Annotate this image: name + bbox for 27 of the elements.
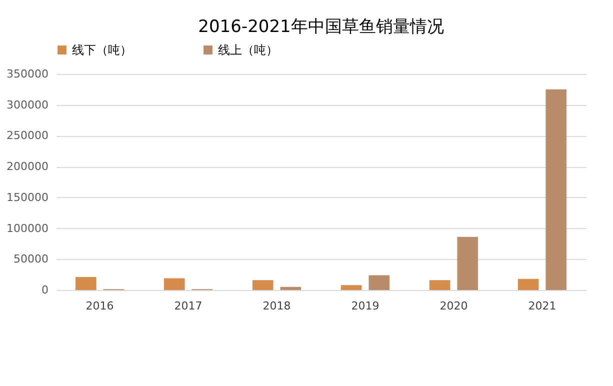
y-tick-label: 150000 <box>6 190 48 204</box>
legend-label: 线下（吨） <box>72 43 132 57</box>
x-tick-label: 2019 <box>351 300 380 312</box>
x-tick-label: 2017 <box>174 300 202 312</box>
bar <box>75 277 96 290</box>
y-tick-label: 300000 <box>6 98 48 112</box>
bar <box>429 280 450 290</box>
bar <box>518 278 539 290</box>
x-tick-label: 2016 <box>86 300 114 312</box>
y-tick-label: 100000 <box>6 222 48 235</box>
bar <box>280 286 302 290</box>
chart-title: 2016-2021年中国草鱼销量情况 <box>198 17 444 37</box>
legend-label: 线上（吨） <box>218 43 278 57</box>
bar <box>368 275 390 290</box>
y-tick-label: 350000 <box>6 68 48 80</box>
bar <box>252 280 274 290</box>
y-tick-label: 200000 <box>6 160 48 174</box>
bar <box>164 278 185 290</box>
y-tick-label: 250000 <box>6 129 48 142</box>
bar <box>340 285 362 290</box>
bar <box>457 236 478 290</box>
x-tick-label: 2021 <box>528 300 556 312</box>
x-tick-label: 2020 <box>440 300 468 312</box>
y-tick-label: 50000 <box>14 252 48 266</box>
bar <box>546 89 567 290</box>
x-tick-label: 2018 <box>262 300 291 312</box>
y-tick-label: 0 <box>42 284 48 296</box>
